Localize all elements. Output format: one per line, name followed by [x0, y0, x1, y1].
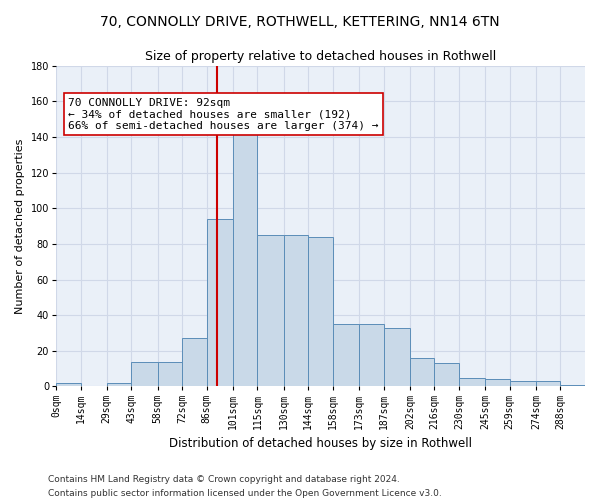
Bar	[485, 380, 509, 386]
Bar	[509, 381, 536, 386]
Bar	[284, 235, 308, 386]
Bar	[158, 362, 182, 386]
Text: 70, CONNOLLY DRIVE, ROTHWELL, KETTERING, NN14 6TN: 70, CONNOLLY DRIVE, ROTHWELL, KETTERING,…	[100, 15, 500, 29]
Title: Size of property relative to detached houses in Rothwell: Size of property relative to detached ho…	[145, 50, 496, 63]
Bar	[434, 364, 459, 386]
Bar	[257, 235, 284, 386]
Bar	[560, 384, 585, 386]
Y-axis label: Number of detached properties: Number of detached properties	[15, 138, 25, 314]
X-axis label: Distribution of detached houses by size in Rothwell: Distribution of detached houses by size …	[169, 437, 472, 450]
Bar	[333, 324, 359, 386]
Bar	[107, 383, 131, 386]
Bar	[206, 219, 233, 386]
Bar	[536, 381, 560, 386]
Bar	[233, 122, 257, 386]
Bar	[459, 378, 485, 386]
Text: 70 CONNOLLY DRIVE: 92sqm
← 34% of detached houses are smaller (192)
66% of semi-: 70 CONNOLLY DRIVE: 92sqm ← 34% of detach…	[68, 98, 379, 131]
Bar	[410, 358, 434, 386]
Bar	[383, 328, 410, 386]
Bar	[131, 362, 158, 386]
Text: Contains HM Land Registry data © Crown copyright and database right 2024.
Contai: Contains HM Land Registry data © Crown c…	[48, 476, 442, 498]
Bar	[182, 338, 206, 386]
Bar	[56, 383, 80, 386]
Bar	[359, 324, 383, 386]
Bar	[308, 236, 333, 386]
